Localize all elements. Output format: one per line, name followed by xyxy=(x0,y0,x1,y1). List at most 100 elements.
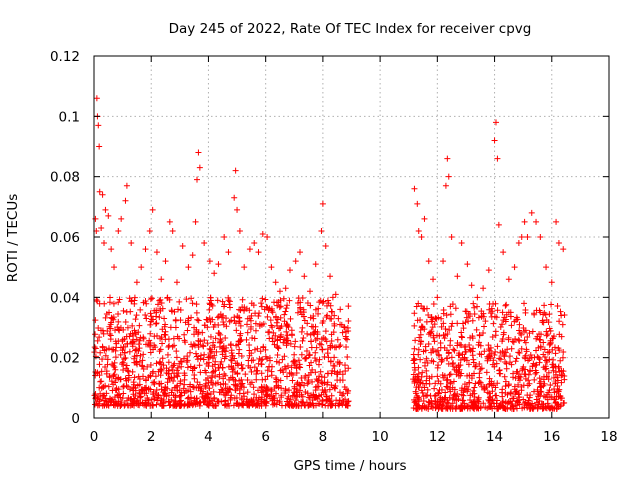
data-point xyxy=(340,390,347,397)
data-point xyxy=(469,333,476,340)
data-point xyxy=(427,392,434,399)
data-point xyxy=(181,381,188,388)
data-point xyxy=(171,308,178,315)
data-point xyxy=(487,355,494,362)
data-point xyxy=(269,335,276,342)
data-point xyxy=(297,249,303,256)
data-point xyxy=(485,267,492,274)
data-point xyxy=(260,343,267,350)
data-point xyxy=(215,364,222,371)
data-point xyxy=(292,258,299,265)
data-point xyxy=(130,399,137,406)
data-point xyxy=(440,332,447,339)
data-point xyxy=(115,326,122,333)
data-point xyxy=(444,155,451,162)
data-point xyxy=(444,355,451,362)
data-point xyxy=(218,314,225,321)
data-point xyxy=(528,354,535,361)
data-point xyxy=(488,313,495,320)
data-point xyxy=(149,206,156,213)
data-point xyxy=(295,295,302,302)
data-point xyxy=(411,360,418,367)
data-point xyxy=(181,370,188,377)
x-tick-labels: 0 2 4 6 8 10 12 14 16 18 xyxy=(90,429,618,445)
data-point xyxy=(502,349,509,356)
data-point xyxy=(426,380,433,387)
data-point xyxy=(540,339,547,346)
data-point xyxy=(235,350,242,357)
data-point xyxy=(433,401,440,408)
data-point xyxy=(254,400,261,407)
data-point xyxy=(106,374,113,381)
data-point xyxy=(462,403,469,410)
data-point xyxy=(543,264,550,271)
data-point xyxy=(342,368,349,375)
data-point xyxy=(294,309,301,316)
data-point xyxy=(525,377,532,384)
data-point xyxy=(293,370,300,377)
data-point xyxy=(554,302,561,309)
data-point xyxy=(234,206,241,213)
data-point xyxy=(234,370,241,377)
data-point xyxy=(176,298,183,305)
data-point xyxy=(147,362,154,369)
data-point xyxy=(556,386,563,393)
data-point xyxy=(139,363,146,370)
data-point xyxy=(463,314,470,321)
data-point xyxy=(447,303,454,310)
data-point xyxy=(173,279,180,286)
data-point xyxy=(420,397,427,404)
data-point xyxy=(284,395,291,402)
data-point xyxy=(481,348,488,355)
data-point xyxy=(119,336,126,343)
data-point xyxy=(158,276,165,283)
data-point xyxy=(318,379,325,386)
data-point xyxy=(176,335,183,342)
data-point xyxy=(259,230,266,237)
data-point xyxy=(204,340,211,347)
data-point xyxy=(244,402,251,409)
data-point xyxy=(280,295,287,302)
data-point xyxy=(471,384,478,391)
data-point xyxy=(216,371,223,378)
data-point xyxy=(106,323,113,330)
data-point xyxy=(445,360,452,367)
data-point xyxy=(322,387,329,394)
data-point xyxy=(325,370,332,377)
data-point xyxy=(503,365,510,372)
data-point xyxy=(128,240,135,247)
data-point xyxy=(550,367,557,374)
data-point xyxy=(174,373,181,380)
data-point xyxy=(331,354,338,361)
data-point xyxy=(469,317,476,324)
data-point xyxy=(549,335,556,342)
data-point xyxy=(258,361,265,368)
data-point xyxy=(113,386,120,393)
data-point xyxy=(227,356,234,363)
data-point xyxy=(102,352,109,359)
data-point xyxy=(547,382,554,389)
data-point xyxy=(231,395,238,402)
data-point xyxy=(490,320,497,327)
data-point xyxy=(414,317,421,324)
data-point xyxy=(438,358,445,365)
data-point xyxy=(490,300,497,307)
data-point xyxy=(123,397,130,404)
data-point xyxy=(525,397,532,404)
data-point xyxy=(140,373,147,380)
data-point xyxy=(177,392,184,399)
data-point xyxy=(192,350,199,357)
data-point xyxy=(546,348,553,355)
data-point xyxy=(123,182,130,189)
data-point xyxy=(458,329,465,336)
data-point xyxy=(172,384,179,391)
data-point xyxy=(495,221,502,228)
data-point xyxy=(202,367,209,374)
data-point xyxy=(112,379,119,386)
data-point xyxy=(440,374,447,381)
data-point xyxy=(516,377,523,384)
data-point xyxy=(516,327,523,334)
data-point xyxy=(428,373,435,380)
data-point xyxy=(530,404,537,411)
data-point xyxy=(434,373,441,380)
